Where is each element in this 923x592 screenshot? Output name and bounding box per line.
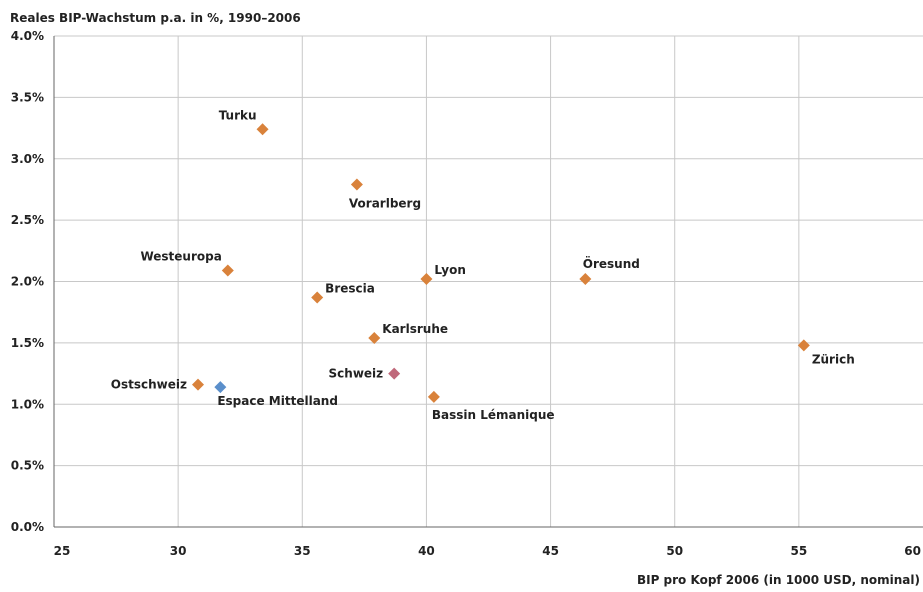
x-tick-label: 40 — [418, 544, 435, 558]
x-tick-label: 60 — [904, 544, 921, 558]
data-point-label: Espace Mittelland — [217, 394, 338, 408]
data-point-label: Schweiz — [329, 367, 384, 381]
axes — [53, 36, 923, 528]
y-tick-label: 0.5% — [11, 459, 44, 473]
data-point-marker — [388, 367, 401, 380]
x-tick-label: 55 — [791, 544, 808, 558]
data-point-marker — [192, 378, 205, 391]
y-tick-label: 0.0% — [11, 520, 44, 534]
data-point-label: Karlsruhe — [382, 322, 448, 336]
y-tick-label: 2.0% — [11, 275, 44, 289]
y-tick-label: 1.5% — [11, 336, 44, 350]
data-point-marker — [368, 331, 381, 344]
data-point-marker — [579, 273, 592, 286]
data-point-label: Öresund — [583, 256, 640, 271]
x-tick-label: 50 — [666, 544, 683, 558]
x-tick-label: 45 — [542, 544, 559, 558]
grid — [54, 35, 923, 527]
data-points — [192, 123, 810, 403]
x-axis-label: BIP pro Kopf 2006 (in 1000 USD, nominal) — [637, 573, 920, 587]
data-point-marker — [420, 273, 433, 286]
point-labels: Turku Vorarlberg Westeuropa Brescia Lyon Öres… — [111, 108, 855, 422]
x-tick-label: 35 — [294, 544, 311, 558]
x-tick-label: 30 — [170, 544, 187, 558]
data-point-label: Turku — [219, 108, 257, 122]
data-point-label: Brescia — [325, 281, 375, 295]
data-point-marker — [427, 390, 440, 403]
data-point-marker — [311, 291, 324, 304]
x-tick-label: 25 — [54, 544, 71, 558]
x-axis-ticks: 25 30 35 40 45 50 55 60 — [54, 544, 921, 558]
y-axis-ticks: 0.0% 0.5% 1.0% 1.5% 2.0% 2.5% 3.0% 3.5% 4.0% — [11, 29, 44, 534]
data-point-label: Zürich — [812, 352, 855, 366]
chart-title: Reales BIP-Wachstum p.a. in %, 1990–2006 — [10, 11, 301, 25]
y-tick-label: 3.0% — [11, 152, 44, 166]
data-point-label: Bassin Lémanique — [432, 408, 555, 422]
y-tick-label: 4.0% — [11, 29, 44, 43]
y-tick-label: 1.0% — [11, 397, 44, 411]
data-point-marker — [221, 264, 234, 277]
data-point-marker — [797, 339, 810, 352]
y-tick-label: 2.5% — [11, 213, 44, 227]
data-point-label: Ostschweiz — [111, 378, 187, 392]
data-point-marker — [214, 381, 227, 394]
y-tick-label: 3.5% — [11, 90, 44, 104]
data-point-label: Lyon — [434, 263, 465, 277]
data-point-marker — [256, 123, 269, 136]
data-point-label: Westeuropa — [140, 249, 221, 263]
data-point-label: Vorarlberg — [349, 197, 421, 211]
data-point-marker — [350, 178, 363, 191]
